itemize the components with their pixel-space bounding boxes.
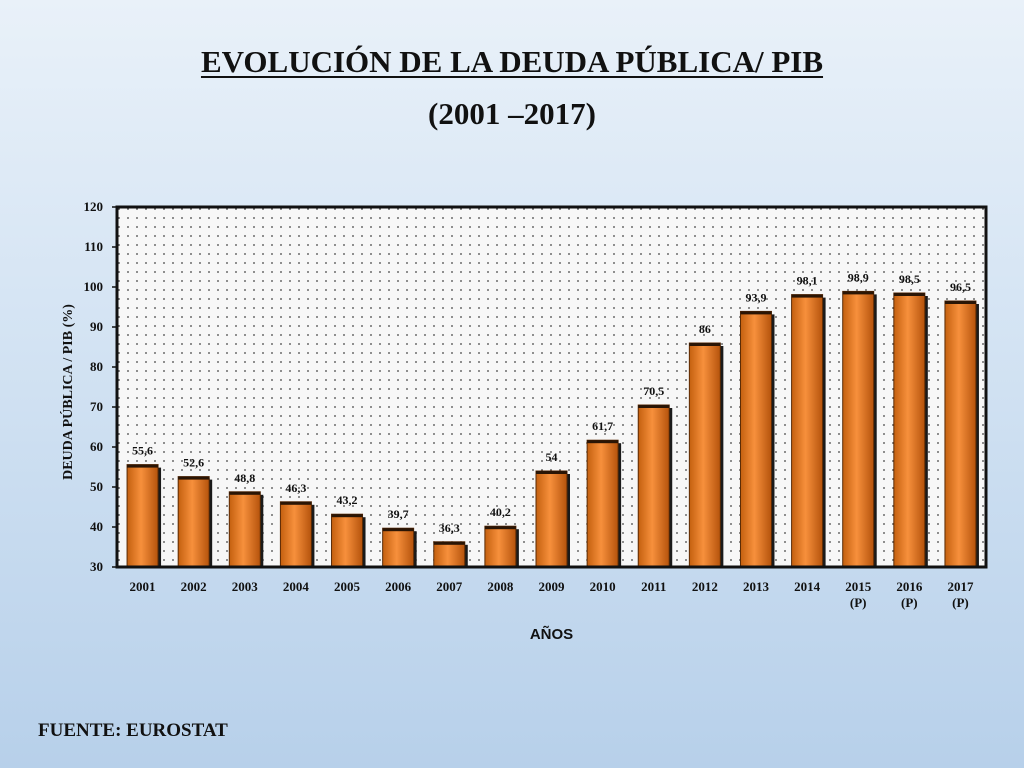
x-tick-label: 2010 bbox=[590, 579, 616, 594]
y-tick-label: 80 bbox=[90, 359, 103, 374]
x-tick-label: 2009 bbox=[539, 579, 566, 594]
bar bbox=[893, 292, 926, 568]
x-tick-label: 2016 bbox=[896, 579, 923, 594]
bar-top bbox=[178, 476, 210, 480]
bar-top bbox=[791, 294, 823, 298]
data-label: 61,7 bbox=[592, 419, 613, 433]
bar-top bbox=[638, 405, 670, 408]
bar bbox=[637, 404, 670, 568]
bar-top bbox=[433, 541, 465, 545]
x-tick-label: 2011 bbox=[641, 579, 666, 594]
bar bbox=[586, 439, 619, 568]
data-label: 98,5 bbox=[899, 272, 920, 286]
y-tick-label: 70 bbox=[90, 399, 103, 414]
bar-top bbox=[842, 291, 874, 295]
bar bbox=[688, 342, 721, 568]
x-tick-label: 2013 bbox=[743, 579, 770, 594]
data-label: 40,2 bbox=[490, 505, 511, 519]
data-label: 43,2 bbox=[337, 493, 358, 507]
bar-top bbox=[944, 301, 976, 304]
x-tick-label: (P) bbox=[901, 595, 918, 610]
bar bbox=[177, 476, 210, 568]
bar-top bbox=[587, 440, 619, 444]
bar-top bbox=[893, 293, 925, 296]
bar-top bbox=[689, 343, 721, 346]
bar bbox=[484, 525, 517, 568]
data-label: 70,5 bbox=[643, 384, 664, 398]
x-tick-label: 2002 bbox=[181, 579, 207, 594]
source-note: FUENTE: EUROSTAT bbox=[38, 720, 228, 741]
x-tick-label: 2001 bbox=[130, 579, 156, 594]
bar bbox=[126, 464, 159, 568]
x-tick-label: (P) bbox=[952, 595, 969, 610]
x-tick-label: 2012 bbox=[692, 579, 718, 594]
data-label: 98,9 bbox=[848, 270, 869, 284]
x-tick-label: 2006 bbox=[385, 579, 412, 594]
y-axis-label: DEUDA PÚBLICA / PIB (%) bbox=[59, 304, 76, 480]
bar bbox=[382, 527, 415, 568]
bar bbox=[842, 290, 875, 568]
data-label: 36,3 bbox=[439, 521, 460, 535]
x-tick-label: 2005 bbox=[334, 579, 361, 594]
data-label: 54 bbox=[546, 450, 558, 464]
y-tick-label: 60 bbox=[90, 439, 103, 454]
data-label: 98,1 bbox=[797, 274, 818, 288]
data-label: 39,7 bbox=[388, 507, 409, 521]
data-label: 48,8 bbox=[234, 471, 255, 485]
data-label: 55,6 bbox=[132, 444, 153, 458]
bar-top bbox=[382, 528, 414, 532]
x-tick-label: 2014 bbox=[794, 579, 821, 594]
bar bbox=[535, 470, 568, 568]
y-tick-label: 120 bbox=[84, 199, 104, 214]
x-axis-label: AÑOS bbox=[530, 625, 573, 643]
y-tick-label: 40 bbox=[90, 519, 103, 534]
x-tick-label: 2004 bbox=[283, 579, 310, 594]
y-tick-label: 30 bbox=[90, 559, 103, 574]
data-label: 52,6 bbox=[183, 456, 204, 470]
bar bbox=[279, 501, 312, 568]
data-label: 86 bbox=[699, 322, 711, 336]
x-tick-label: 2017 bbox=[947, 579, 974, 594]
chart-title: EVOLUCIÓN DE LA DEUDA PÚBLICA/ PIB bbox=[200, 44, 824, 79]
bar-top bbox=[229, 491, 261, 495]
bar bbox=[331, 513, 364, 568]
bar-top bbox=[280, 501, 312, 505]
bar-top bbox=[127, 464, 159, 468]
x-tick-label: 2007 bbox=[436, 579, 463, 594]
bar bbox=[433, 541, 466, 568]
bar bbox=[228, 491, 261, 568]
x-tick-label: (P) bbox=[850, 595, 867, 610]
data-label: 46,3 bbox=[285, 481, 306, 495]
plot-frame bbox=[115, 205, 988, 569]
data-label: 96,5 bbox=[950, 280, 971, 294]
bar bbox=[791, 294, 824, 568]
bar-chart: 30 40 50 60 70 80 90 100 110 120 55,6 2001 52,6 2002 4… bbox=[59, 199, 988, 643]
y-tick-label: 50 bbox=[90, 479, 103, 494]
chart-subtitle: (2001 –2017) bbox=[428, 96, 596, 131]
y-tick-label: 90 bbox=[90, 319, 103, 334]
x-tick-label: 2003 bbox=[232, 579, 259, 594]
bar-top bbox=[740, 311, 772, 315]
bar-top bbox=[536, 471, 567, 474]
bar-top bbox=[484, 526, 516, 530]
y-tick-label: 100 bbox=[84, 279, 104, 294]
data-label: 93,9 bbox=[745, 290, 766, 304]
y-tick-label: 110 bbox=[84, 239, 103, 254]
x-tick-label: 2008 bbox=[487, 579, 514, 594]
x-tick-label: 2015 bbox=[845, 579, 872, 594]
bar-top bbox=[331, 514, 363, 518]
bar bbox=[739, 310, 772, 568]
bar bbox=[944, 300, 977, 568]
